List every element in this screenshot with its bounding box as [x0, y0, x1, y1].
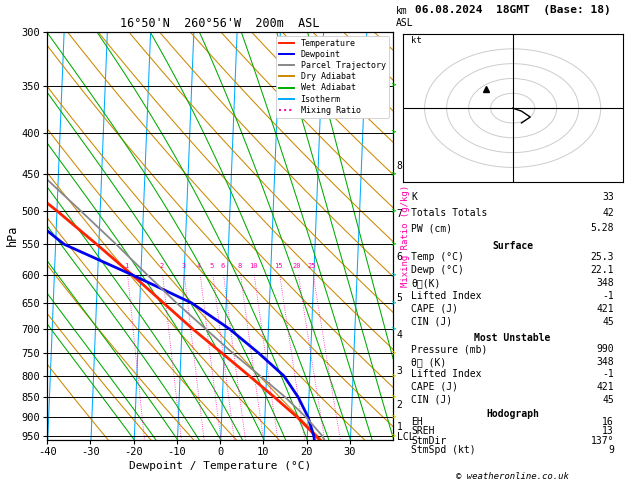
Text: 421: 421 — [596, 304, 614, 314]
Text: 13: 13 — [602, 426, 614, 436]
Text: K: K — [411, 192, 417, 202]
Text: >: > — [390, 83, 396, 88]
Text: 5.28: 5.28 — [591, 223, 614, 233]
Text: 5: 5 — [209, 263, 214, 269]
Text: >: > — [390, 171, 396, 177]
Text: Hodograph: Hodograph — [486, 409, 539, 419]
X-axis label: Dewpoint / Temperature (°C): Dewpoint / Temperature (°C) — [129, 461, 311, 471]
Text: 1: 1 — [397, 422, 403, 432]
Text: CIN (J): CIN (J) — [411, 395, 452, 404]
Text: 25.3: 25.3 — [591, 252, 614, 262]
Text: 7: 7 — [397, 209, 403, 219]
Text: 42: 42 — [602, 208, 614, 218]
Text: Lifted Index: Lifted Index — [411, 369, 482, 380]
Text: Mixing Ratio (g/kg): Mixing Ratio (g/kg) — [401, 185, 409, 287]
Legend: Temperature, Dewpoint, Parcel Trajectory, Dry Adiabat, Wet Adiabat, Isotherm, Mi: Temperature, Dewpoint, Parcel Trajectory… — [276, 36, 389, 118]
Text: >: > — [390, 433, 396, 439]
Text: 6: 6 — [397, 252, 403, 262]
Text: Most Unstable: Most Unstable — [474, 333, 551, 343]
Text: >: > — [390, 130, 396, 136]
Text: 5: 5 — [397, 293, 403, 302]
Text: 10: 10 — [249, 263, 257, 269]
Text: >: > — [390, 414, 396, 420]
Text: θᴇ (K): θᴇ (K) — [411, 357, 447, 367]
Text: 348: 348 — [596, 278, 614, 288]
Text: >: > — [390, 300, 396, 306]
Text: 4: 4 — [197, 263, 201, 269]
Y-axis label: hPa: hPa — [6, 225, 19, 246]
Text: >: > — [390, 350, 396, 356]
Text: EH: EH — [411, 417, 423, 427]
Text: 9: 9 — [608, 445, 614, 455]
Text: 45: 45 — [602, 395, 614, 404]
Text: -1: -1 — [602, 369, 614, 380]
Text: 8: 8 — [237, 263, 242, 269]
Text: 25: 25 — [308, 263, 316, 269]
Text: 06.08.2024  18GMT  (Base: 18): 06.08.2024 18GMT (Base: 18) — [415, 5, 611, 15]
Text: Pressure (mb): Pressure (mb) — [411, 344, 487, 354]
Text: Temp (°C): Temp (°C) — [411, 252, 464, 262]
Text: >: > — [390, 326, 396, 332]
Text: 4: 4 — [397, 330, 403, 340]
Text: 2: 2 — [397, 400, 403, 410]
Text: CIN (J): CIN (J) — [411, 316, 452, 327]
Text: 990: 990 — [596, 344, 614, 354]
Text: >: > — [390, 242, 396, 247]
Text: SREH: SREH — [411, 426, 435, 436]
Text: Dewp (°C): Dewp (°C) — [411, 265, 464, 275]
Text: 22.1: 22.1 — [591, 265, 614, 275]
Text: Lifted Index: Lifted Index — [411, 291, 482, 301]
Text: 20: 20 — [293, 263, 301, 269]
Text: 45: 45 — [602, 316, 614, 327]
Text: © weatheronline.co.uk: © weatheronline.co.uk — [456, 472, 569, 481]
Text: LCL: LCL — [397, 432, 415, 441]
Text: CAPE (J): CAPE (J) — [411, 382, 459, 392]
Text: 2: 2 — [160, 263, 164, 269]
Text: 16: 16 — [602, 417, 614, 427]
Text: >: > — [390, 394, 396, 400]
Text: 6: 6 — [220, 263, 225, 269]
Text: CAPE (J): CAPE (J) — [411, 304, 459, 314]
Text: StmSpd (kt): StmSpd (kt) — [411, 445, 476, 455]
Text: >: > — [390, 272, 396, 278]
Text: 348: 348 — [596, 357, 614, 367]
Text: 33: 33 — [602, 192, 614, 202]
Text: kt: kt — [411, 36, 422, 45]
Text: km
ASL: km ASL — [396, 6, 414, 28]
Text: Surface: Surface — [492, 241, 533, 251]
Text: StmDir: StmDir — [411, 435, 447, 446]
Text: 137°: 137° — [591, 435, 614, 446]
Text: Totals Totals: Totals Totals — [411, 208, 487, 218]
Title: 16°50'N  260°56'W  200m  ASL: 16°50'N 260°56'W 200m ASL — [120, 17, 320, 31]
Text: >: > — [390, 208, 396, 214]
Text: 8: 8 — [397, 161, 403, 171]
Text: PW (cm): PW (cm) — [411, 223, 452, 233]
Text: θᴇ(K): θᴇ(K) — [411, 278, 441, 288]
Text: 15: 15 — [274, 263, 282, 269]
Text: 3: 3 — [397, 366, 403, 377]
Text: >: > — [390, 373, 396, 379]
Text: 3: 3 — [181, 263, 186, 269]
Text: 1: 1 — [125, 263, 129, 269]
Text: -1: -1 — [602, 291, 614, 301]
Text: 421: 421 — [596, 382, 614, 392]
